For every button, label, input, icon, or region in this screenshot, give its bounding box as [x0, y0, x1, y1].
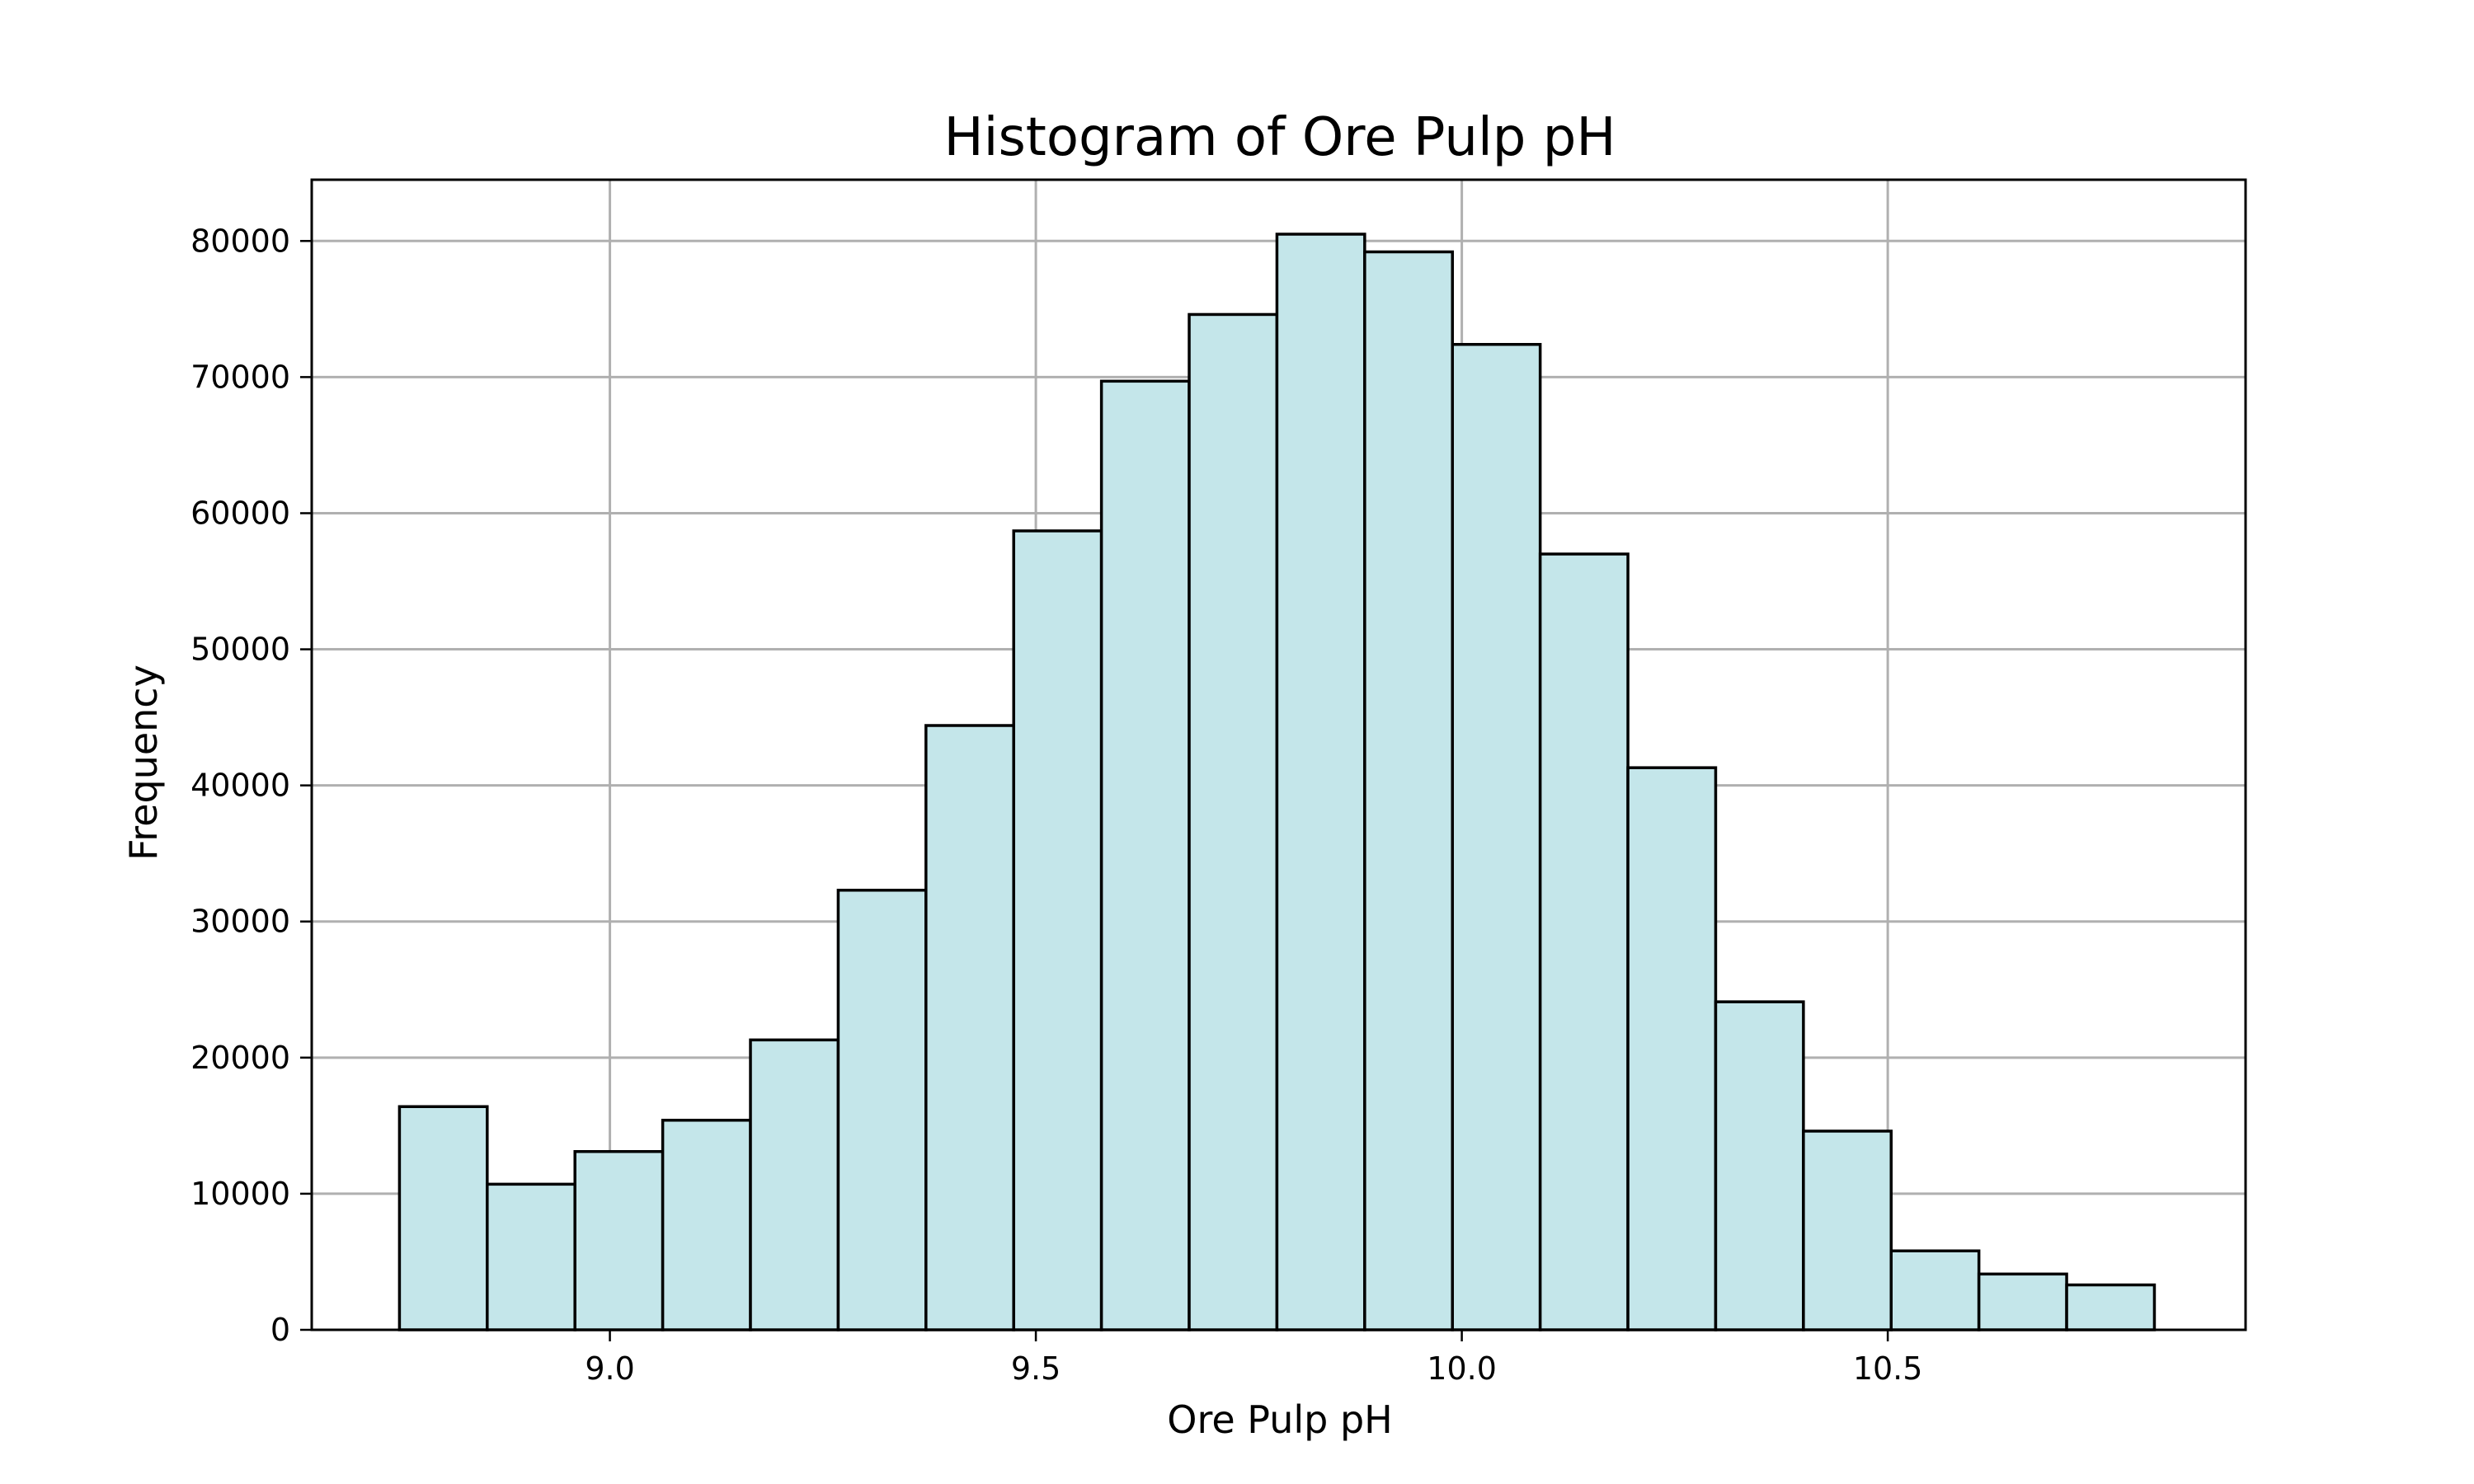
histogram-bar [1099, 379, 1191, 1331]
histogram-bar [1275, 232, 1366, 1331]
histogram-bar [1451, 343, 1542, 1331]
histogram-bar [1363, 250, 1454, 1331]
y-axis-label: Frequency [121, 665, 166, 861]
x-tick-label: 9.5 [1011, 1350, 1061, 1387]
y-tick-label: 80000 [190, 223, 290, 259]
histogram-bar [1188, 312, 1279, 1331]
x-axis-ticks: 9.0 9.5 10.0 10.5 [585, 1330, 1922, 1387]
histogram-bar [1889, 1249, 1981, 1331]
x-tick-label: 9.0 [585, 1350, 634, 1387]
histogram-bar [486, 1182, 576, 1331]
y-tick-label: 40000 [190, 768, 290, 804]
histogram-bar [1012, 529, 1103, 1331]
chart-title: Histogram of Ore Pulp pH [944, 107, 1616, 168]
y-tick-label: 50000 [190, 632, 290, 668]
histogram-bar [1626, 766, 1718, 1331]
x-tick-label: 10.0 [1427, 1350, 1497, 1387]
y-tick-label: 20000 [190, 1040, 290, 1076]
histogram-bar [1538, 552, 1630, 1331]
histogram-bar [2065, 1283, 2157, 1331]
histogram-bar [573, 1149, 665, 1331]
plot-area-frame [310, 178, 2247, 1331]
y-tick-label: 60000 [190, 495, 290, 531]
histogram-bar [397, 1105, 489, 1331]
y-tick-label: 0 [270, 1312, 290, 1348]
histogram-bar [1714, 1000, 1805, 1331]
histogram-bar [1802, 1129, 1893, 1331]
histogram-bars [397, 232, 2157, 1331]
y-axis-ticks: 0 10000 20000 30000 40000 50000 60000 70000 8000… [190, 223, 312, 1348]
histogram-bar [661, 1119, 752, 1331]
y-tick-label: 30000 [190, 904, 290, 940]
y-tick-label: 70000 [190, 359, 290, 395]
y-tick-label: 10000 [190, 1176, 290, 1212]
x-tick-label: 10.5 [1853, 1350, 1923, 1387]
histogram-bar [1977, 1272, 2068, 1331]
histogram-bar [749, 1038, 840, 1331]
histogram-bar [836, 889, 928, 1331]
histogram-bar [924, 724, 1015, 1331]
x-axis-label: Ore Pulp pH [1167, 1397, 1393, 1442]
